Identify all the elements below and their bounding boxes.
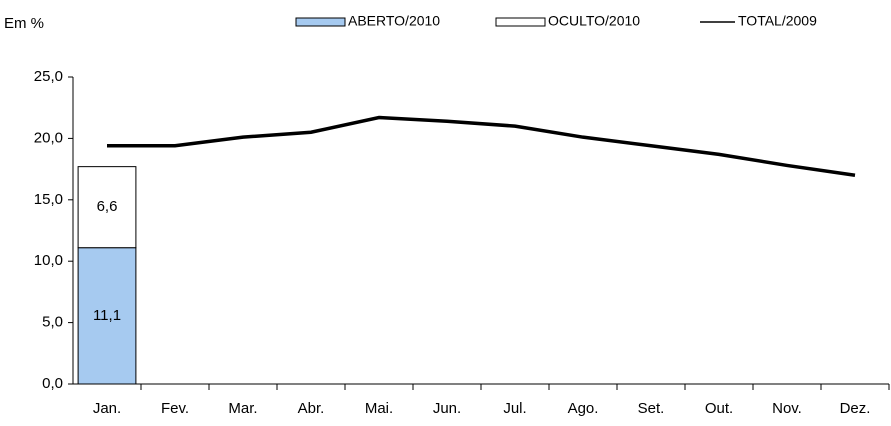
x-tick-label: Nov. <box>772 400 802 417</box>
x-tick-label: Dez. <box>840 400 871 417</box>
bar <box>77 166 137 249</box>
y-tick-label: 5,0 <box>42 314 63 331</box>
y-tick-label: 0,0 <box>42 375 63 392</box>
bar <box>77 247 137 385</box>
y-axis-label: Em % <box>4 15 44 32</box>
legend-label: OCULTO/2010 <box>548 13 640 29</box>
x-tick-label: Jul. <box>503 400 526 417</box>
x-tick-label: Out. <box>705 400 733 417</box>
y-tick-label: 15,0 <box>34 191 63 208</box>
legend-label: TOTAL/2009 <box>738 13 817 29</box>
line <box>107 115 856 177</box>
x-tick-label: Fev. <box>161 400 189 417</box>
x-tick-label: Ago. <box>568 400 599 417</box>
legend-label: ABERTO/2010 <box>348 13 440 29</box>
x-tick-label: Mai. <box>365 400 393 417</box>
value-label: 11,1 <box>93 307 121 324</box>
legend-swatch <box>495 17 546 27</box>
y-tick-label: 10,0 <box>34 252 63 269</box>
y-tick-label: 20,0 <box>34 129 63 146</box>
x-tick-label: Abr. <box>298 400 325 417</box>
x-tick-label: Mar. <box>228 400 257 417</box>
x-tick-label: Set. <box>638 400 665 417</box>
legend-swatch <box>295 17 346 27</box>
value-label: 6,6 <box>97 198 118 215</box>
x-tick-label: Jan. <box>93 400 121 417</box>
y-tick-label: 25,0 <box>34 68 63 85</box>
x-tick-label: Jun. <box>433 400 461 417</box>
